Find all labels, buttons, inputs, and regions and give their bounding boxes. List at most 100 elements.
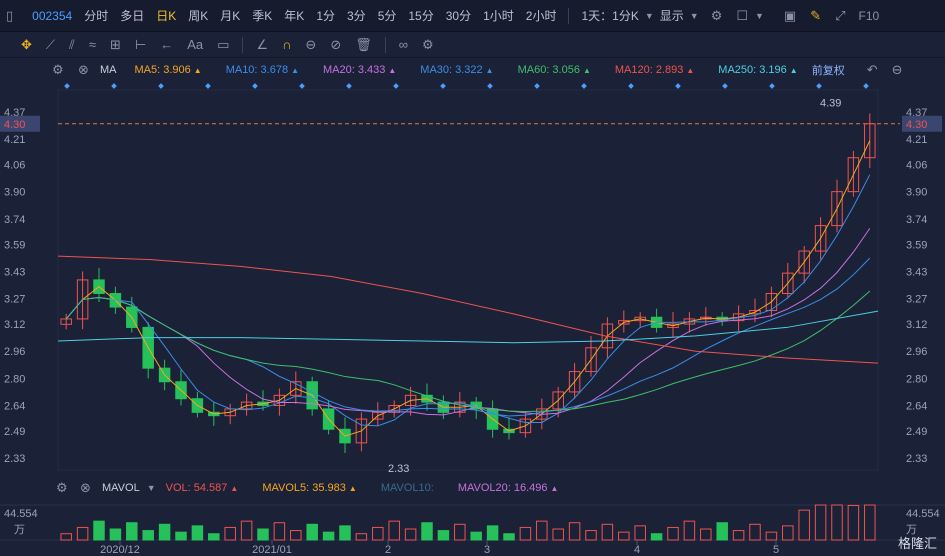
candle-body <box>585 347 597 373</box>
ruler-icon[interactable]: ∠ <box>256 36 269 52</box>
volume-bar <box>142 530 154 541</box>
volume-bar <box>109 528 122 541</box>
stock-code[interactable]: 002354 <box>32 8 73 23</box>
event-marker <box>863 83 869 89</box>
vol-axis-unit-right: 万 <box>906 524 917 536</box>
link-icon[interactable]: ∞ <box>398 37 409 52</box>
event-marker <box>581 83 587 89</box>
magnet-icon[interactable]: ∩ <box>282 37 292 52</box>
draw-pen-icon[interactable]: ✎ <box>810 7 822 23</box>
tab-period[interactable]: 日K <box>156 9 177 23</box>
candle-body <box>404 394 417 407</box>
ma-value: MA5: 3.906 <box>134 64 191 76</box>
sidebar-toggle-icon[interactable]: ▯ <box>6 7 14 23</box>
time-label: 5 <box>773 544 779 556</box>
close-icon[interactable]: ⊗ <box>78 62 89 77</box>
ma-value: MA120: 2.893 <box>614 64 684 76</box>
close-icon[interactable]: ⊗ <box>80 480 91 495</box>
triangle-icon: ▲ <box>388 66 397 75</box>
triangle-icon: ▲ <box>348 484 357 493</box>
volume-bar <box>421 522 433 541</box>
event-marker <box>487 83 493 89</box>
hide-icon[interactable]: ⊘ <box>330 36 342 52</box>
volume-bar <box>454 523 466 541</box>
move-icon[interactable]: ✥ <box>21 36 32 52</box>
event-marker <box>722 83 728 89</box>
text-tool[interactable]: Aa <box>187 37 204 52</box>
tab-period[interactable]: 多日 <box>120 9 145 23</box>
price-tick-right: 3.90 <box>906 187 927 199</box>
triangle-icon: ▲ <box>550 484 559 493</box>
chevron-down-icon[interactable]: ▼ <box>644 10 654 21</box>
settings-icon[interactable]: ⚙ <box>710 7 723 23</box>
volume-bar <box>503 533 515 541</box>
trend-tool-icon[interactable]: ⊞ <box>109 36 121 52</box>
wave-tool-icon[interactable]: ≈ <box>88 37 96 52</box>
candle-body <box>749 309 761 315</box>
volume-bar <box>536 520 548 541</box>
tab-period[interactable]: 分时 <box>84 9 109 23</box>
current-price-tag-left <box>0 115 40 132</box>
tab-period[interactable]: 年K <box>284 9 305 23</box>
volume-bar <box>306 523 318 541</box>
checkbox-icon[interactable]: ☐ <box>736 7 748 23</box>
settings-icon[interactable]: ⚙ <box>52 62 64 77</box>
chevron-down-icon[interactable]: ▼ <box>689 10 699 21</box>
candle-body <box>552 391 564 410</box>
tab-period[interactable]: 15分 <box>408 9 434 23</box>
chevron-down-icon[interactable]: ▼ <box>146 483 156 493</box>
measure-tool-icon[interactable]: ⊢ <box>134 36 147 52</box>
triangle-icon: ▲ <box>230 484 239 493</box>
arrow-tool-icon[interactable]: ← <box>160 37 174 52</box>
time-label: 2020/12 <box>100 544 140 556</box>
tab-period[interactable]: 1小时 <box>483 9 514 23</box>
image-icon[interactable]: ▣ <box>783 7 797 23</box>
channel-tool-icon[interactable]: ⫽ <box>69 36 75 52</box>
trash-icon[interactable]: 🗑 <box>355 36 372 52</box>
f10-button[interactable]: F10 <box>858 8 880 23</box>
event-marker <box>252 83 258 89</box>
note-tool-icon[interactable]: ▭ <box>217 36 230 52</box>
settings-icon[interactable]: ⚙ <box>56 480 68 495</box>
candle-body <box>601 323 614 349</box>
tab-period[interactable]: 周K <box>188 9 209 23</box>
event-marker <box>675 83 681 89</box>
settings-icon[interactable]: ⚙ <box>422 36 434 52</box>
ma120-line <box>57 255 879 364</box>
chevron-down-icon[interactable]: ▼ <box>755 10 764 21</box>
volume-bar <box>798 509 810 541</box>
price-tick-right: 3.59 <box>906 239 927 251</box>
lock-icon[interactable]: ⊖ <box>305 36 317 52</box>
ma-item: MA60: 3.056 ▲ <box>518 64 591 76</box>
adjust-button[interactable]: 前复权 <box>811 65 845 77</box>
undo-icon[interactable]: ↶ <box>866 62 878 77</box>
price-tick-left: 3.12 <box>4 319 25 331</box>
minus-icon[interactable]: ⊖ <box>891 62 903 77</box>
candle-body <box>355 418 368 444</box>
candle-body <box>667 323 679 328</box>
event-marker <box>158 83 164 89</box>
tab-period[interactable]: 5分 <box>377 9 397 23</box>
price-tick-right: 3.43 <box>906 266 927 278</box>
candle-body <box>864 123 876 159</box>
fullscreen-icon[interactable]: ⤢ <box>835 7 846 23</box>
vol-value: MAVOL20: 16.496 <box>457 482 548 494</box>
display-select[interactable]: 显示 <box>659 9 684 23</box>
tab-period[interactable]: 2小时 <box>525 9 557 23</box>
ma-value: MA10: 3.678 <box>225 64 289 76</box>
line-tool-icon[interactable]: ⟋ <box>45 36 56 52</box>
tab-period[interactable]: 季K <box>252 9 273 23</box>
tab-period[interactable]: 3分 <box>347 9 366 23</box>
vol-value: MAVOL5: 35.983 <box>262 482 346 494</box>
volume-bar <box>437 530 450 541</box>
plot-frame <box>57 89 879 471</box>
range-select[interactable]: 1天：1分K <box>581 9 639 23</box>
tab-period[interactable]: 1分 <box>316 9 335 23</box>
tab-period[interactable]: 月K <box>220 9 241 23</box>
ma-item: MA10: 3.678 ▲ <box>226 64 299 76</box>
volume-bar <box>782 525 794 541</box>
vol-item: MAVOL5: 35.983 ▲ <box>262 482 357 494</box>
tab-period[interactable]: 30分 <box>445 9 472 23</box>
candle-body <box>798 250 810 274</box>
